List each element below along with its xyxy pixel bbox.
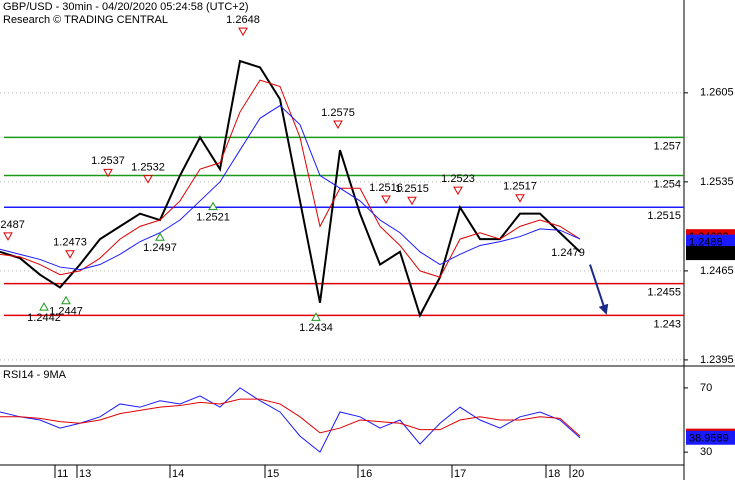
level-label: 1.243	[653, 318, 681, 330]
y-tick-label: 1.2535	[700, 176, 734, 188]
level-label: 1.257	[653, 140, 681, 152]
rsi-title: RSI14 - 9MA	[3, 369, 67, 381]
signal-label: 1.2575	[321, 107, 355, 119]
signal-label: 1.2515	[395, 183, 429, 195]
y-tick-label: 1.2395	[700, 354, 734, 366]
series-line	[0, 79, 581, 278]
series-line	[0, 59, 581, 318]
projection-arrow	[589, 264, 609, 315]
signal-marker	[3, 232, 13, 241]
signal-label: 1.2434	[299, 322, 333, 334]
signal-marker	[208, 201, 218, 211]
target-label: 1.2479	[551, 247, 585, 259]
signal-marker	[103, 168, 113, 178]
price-tag-label: 38.9589	[689, 433, 729, 445]
signal-marker	[333, 120, 343, 130]
series-line	[0, 398, 581, 437]
x-tick-label: 20	[572, 468, 584, 480]
level-label: 1.2515	[647, 210, 681, 222]
x-tick-label: 14	[172, 468, 184, 480]
signal-marker	[381, 195, 391, 205]
price-tag-label: 1.2479	[689, 248, 723, 260]
price-tag	[686, 246, 735, 261]
signal-marker	[238, 27, 248, 37]
signal-marker	[407, 196, 417, 206]
y-tick-label: 30	[700, 446, 712, 458]
signal-label: 1.2442	[27, 312, 61, 324]
x-tick-label: 18	[548, 468, 560, 480]
signal-marker	[61, 295, 71, 305]
y-tick-label: 70	[700, 382, 712, 394]
signal-marker	[143, 175, 153, 184]
signal-label: 1.2521	[196, 212, 230, 224]
signal-label: 1.2648	[226, 14, 260, 26]
x-tick-label: 11	[57, 468, 68, 480]
x-tick-label: 16	[360, 468, 372, 480]
x-tick-label: 13	[79, 468, 91, 480]
signal-label: 1.2537	[91, 155, 125, 167]
signal-marker	[311, 312, 321, 321]
x-tick-label: 15	[267, 468, 279, 480]
level-label: 1.2455	[647, 287, 681, 299]
y-tick-label: 1.2465	[700, 265, 734, 277]
signal-label: 1.2517	[503, 181, 537, 193]
price-tag-label: 1.2488	[689, 237, 723, 249]
series-line	[0, 387, 581, 453]
signal-marker	[155, 232, 165, 241]
signal-label: 1.2516	[369, 182, 403, 194]
x-tick-label: 17	[454, 468, 466, 480]
chart-subtitle: Research © TRADING CENTRAL	[3, 14, 168, 26]
signal-label: 1.2532	[131, 162, 165, 174]
price-tag	[686, 234, 735, 249]
chart-title: GBP/USD - 30min - 04/20/2020 05:24:58 (U…	[3, 1, 248, 13]
signal-marker	[65, 250, 75, 259]
signal-label: 1.2487	[0, 219, 25, 231]
signal-label: 1.2473	[53, 237, 87, 249]
signal-label: 1.2497	[143, 242, 177, 254]
signal-marker	[515, 194, 525, 203]
y-tick-label: 1.2605	[700, 87, 734, 99]
series-line	[0, 104, 581, 271]
signal-marker	[453, 186, 463, 196]
level-label: 1.254	[653, 178, 681, 190]
signal-marker	[39, 302, 49, 311]
signal-label: 1.2447	[49, 306, 83, 318]
signal-label: 1.2523	[441, 173, 475, 185]
price-tag	[686, 430, 735, 445]
